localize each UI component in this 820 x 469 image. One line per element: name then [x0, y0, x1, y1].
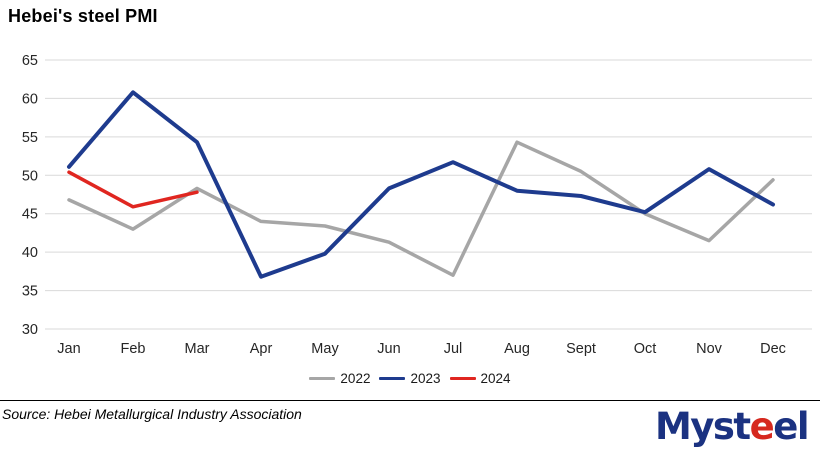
source-note: Source: Hebei Metallurgical Industry Ass…: [2, 406, 302, 422]
legend-item-2024: 2024: [449, 370, 511, 386]
x-tick-label-may: May: [311, 341, 339, 357]
series-line-2022: [67, 140, 775, 277]
x-tick-label-aug: Aug: [504, 341, 530, 357]
x-tick-label-feb: Feb: [121, 341, 146, 357]
footer-divider: [0, 400, 820, 401]
legend-swatch-2022: [309, 376, 336, 380]
legend-item-2023: 2023: [379, 370, 441, 386]
legend-swatch-2024: [449, 376, 476, 380]
y-tick-label-35: 35: [22, 284, 38, 300]
series-line-2024: [67, 170, 199, 209]
series-line-2023: [67, 90, 775, 279]
y-tick-label-40: 40: [22, 245, 38, 261]
y-tick-label-60: 60: [22, 91, 38, 107]
mysteel-logo: Mysteel: [654, 405, 810, 448]
legend-item-2022: 2022: [309, 371, 370, 386]
x-tick-label-jan: Jan: [57, 341, 80, 357]
y-tick-label-30: 30: [22, 322, 38, 338]
x-tick-label-jun: Jun: [377, 341, 400, 357]
x-tick-label-jul: Jul: [444, 341, 463, 357]
x-tick-label-mar: Mar: [185, 341, 210, 357]
legend-label-2023: 2023: [410, 370, 441, 386]
legend-swatch-2023: [379, 376, 406, 380]
x-tick-label-oct: Oct: [634, 341, 657, 357]
logo-letter-l: l: [796, 405, 810, 448]
legend-label-2022: 2022: [340, 370, 371, 386]
y-tick-label-50: 50: [22, 168, 38, 184]
x-tick-label-sept: Sept: [566, 341, 596, 357]
x-tick-label-apr: Apr: [250, 341, 273, 357]
y-tick-label-45: 45: [22, 207, 38, 223]
chart-title: Hebei's steel PMI: [8, 6, 158, 26]
pmi-line-chart: 30 35 40 45 50 55 60 65 Jan Feb Mar Apr May Jun Jul Aug…: [22, 53, 812, 357]
y-tick-label-65: 65: [22, 53, 38, 69]
logo-text-myst: Myst: [654, 405, 751, 448]
x-tick-label-nov: Nov: [696, 341, 723, 357]
chart-legend: 2022 2023 2024: [0, 369, 820, 387]
y-tick-label-55: 55: [22, 130, 38, 146]
legend-label-2024: 2024: [480, 370, 511, 386]
logo-letter-e-blue: e: [773, 405, 798, 448]
x-tick-label-dec: Dec: [760, 341, 786, 357]
logo-letter-e-red: e: [749, 405, 775, 448]
